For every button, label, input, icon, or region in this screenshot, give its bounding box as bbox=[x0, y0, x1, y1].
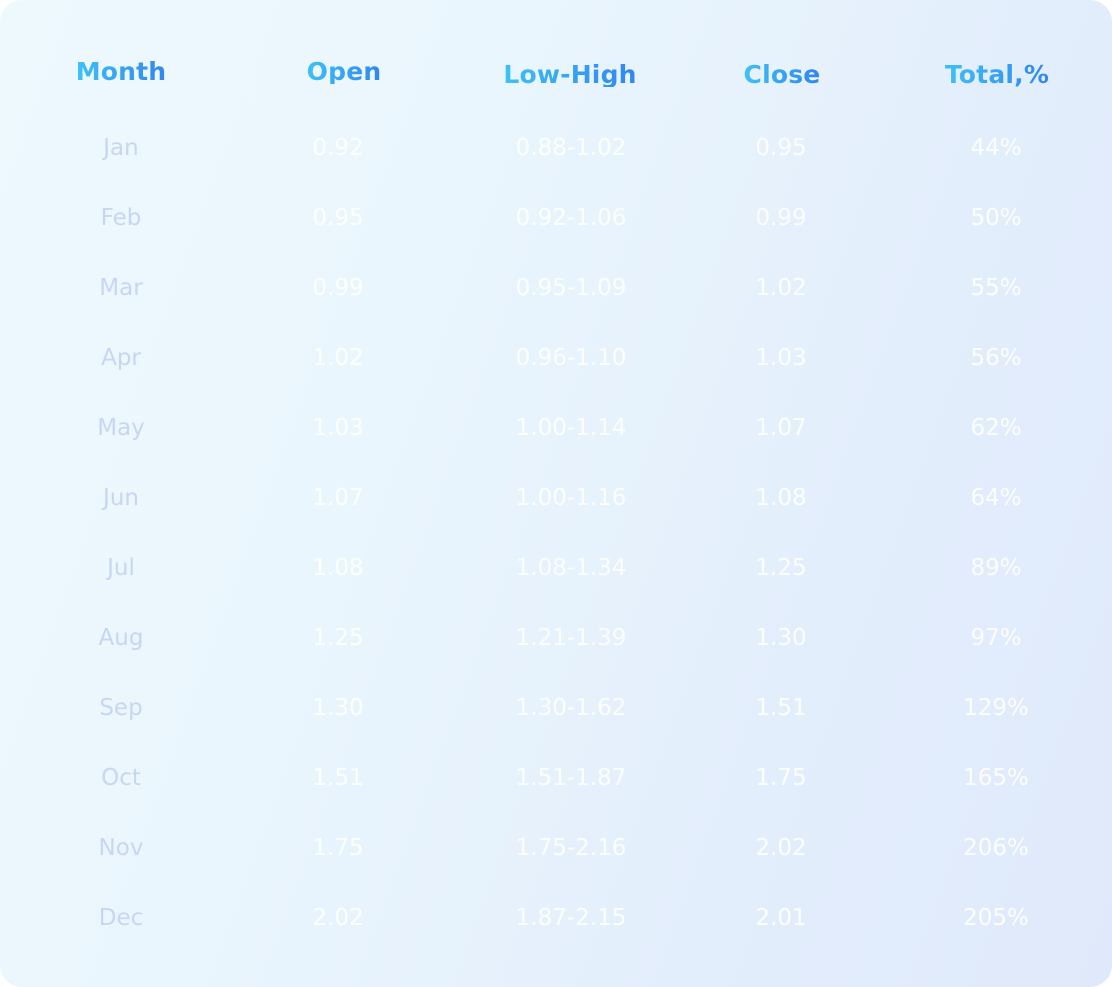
total-cell: 97% bbox=[970, 625, 1022, 651]
low-high-cell: 1.08-1.34 bbox=[515, 555, 627, 581]
close-cell: 1.03 bbox=[755, 345, 807, 371]
open-cell: 1.51 bbox=[312, 765, 364, 791]
close-cell: 1.08 bbox=[755, 485, 807, 511]
close-cell: 2.02 bbox=[755, 835, 807, 861]
low-high-cell: 0.88-1.02 bbox=[515, 135, 627, 161]
month-cell: Dec bbox=[98, 905, 144, 931]
open-cell: 1.08 bbox=[312, 555, 364, 581]
month-cell: Jan bbox=[103, 135, 139, 161]
close-cell: 0.99 bbox=[755, 205, 807, 231]
total-cell: 44% bbox=[970, 135, 1022, 161]
header-open: Open bbox=[306, 57, 382, 86]
total-cell: 165% bbox=[963, 765, 1029, 791]
total-cell: 129% bbox=[963, 695, 1029, 721]
low-high-cell: 1.30-1.62 bbox=[515, 695, 627, 721]
close-cell: 1.07 bbox=[755, 415, 807, 441]
open-cell: 0.95 bbox=[312, 205, 364, 231]
month-cell: Apr bbox=[101, 345, 141, 371]
low-high-cell: 1.00-1.14 bbox=[515, 415, 627, 441]
total-cell: 56% bbox=[970, 345, 1022, 371]
open-cell: 0.99 bbox=[312, 275, 364, 301]
month-cell: Feb bbox=[100, 205, 142, 231]
low-high-cell: 0.92-1.06 bbox=[515, 205, 627, 231]
month-cell: Mar bbox=[99, 275, 143, 301]
month-cell: Aug bbox=[98, 625, 144, 651]
header-low-high: Low-High bbox=[503, 60, 637, 89]
low-high-cell: 1.75-2.16 bbox=[515, 835, 627, 861]
total-cell: 205% bbox=[963, 905, 1029, 931]
close-cell: 0.95 bbox=[755, 135, 807, 161]
total-cell: 55% bbox=[970, 275, 1022, 301]
open-cell: 0.92 bbox=[312, 135, 364, 161]
low-high-cell: 1.87-2.15 bbox=[515, 905, 627, 931]
open-cell: 1.30 bbox=[312, 695, 364, 721]
month-cell: Jun bbox=[103, 485, 139, 511]
open-cell: 2.02 bbox=[312, 905, 364, 931]
header-month: Month bbox=[75, 57, 167, 86]
close-cell: 2.01 bbox=[755, 905, 807, 931]
close-cell: 1.51 bbox=[755, 695, 807, 721]
total-cell: 206% bbox=[963, 835, 1029, 861]
month-cell: Sep bbox=[99, 695, 143, 721]
month-cell: Oct bbox=[101, 765, 141, 791]
total-cell: 64% bbox=[970, 485, 1022, 511]
month-cell: May bbox=[97, 415, 145, 441]
month-cell: Jul bbox=[107, 555, 135, 581]
open-cell: 1.03 bbox=[312, 415, 364, 441]
month-cell: Nov bbox=[98, 835, 144, 861]
close-cell: 1.30 bbox=[755, 625, 807, 651]
close-cell: 1.02 bbox=[755, 275, 807, 301]
low-high-cell: 1.21-1.39 bbox=[515, 625, 627, 651]
low-high-cell: 0.95-1.09 bbox=[515, 275, 627, 301]
close-cell: 1.75 bbox=[755, 765, 807, 791]
total-cell: 50% bbox=[970, 205, 1022, 231]
total-cell: 62% bbox=[970, 415, 1022, 441]
open-cell: 1.75 bbox=[312, 835, 364, 861]
header-close: Close bbox=[743, 60, 821, 89]
total-cell: 89% bbox=[970, 555, 1022, 581]
low-high-cell: 1.51-1.87 bbox=[515, 765, 627, 791]
close-cell: 1.25 bbox=[755, 555, 807, 581]
low-high-cell: 1.00-1.16 bbox=[515, 485, 627, 511]
open-cell: 1.25 bbox=[312, 625, 364, 651]
open-cell: 1.02 bbox=[312, 345, 364, 371]
open-cell: 1.07 bbox=[312, 485, 364, 511]
low-high-cell: 0.96-1.10 bbox=[515, 345, 627, 371]
header-total: Total,% bbox=[944, 60, 1050, 89]
